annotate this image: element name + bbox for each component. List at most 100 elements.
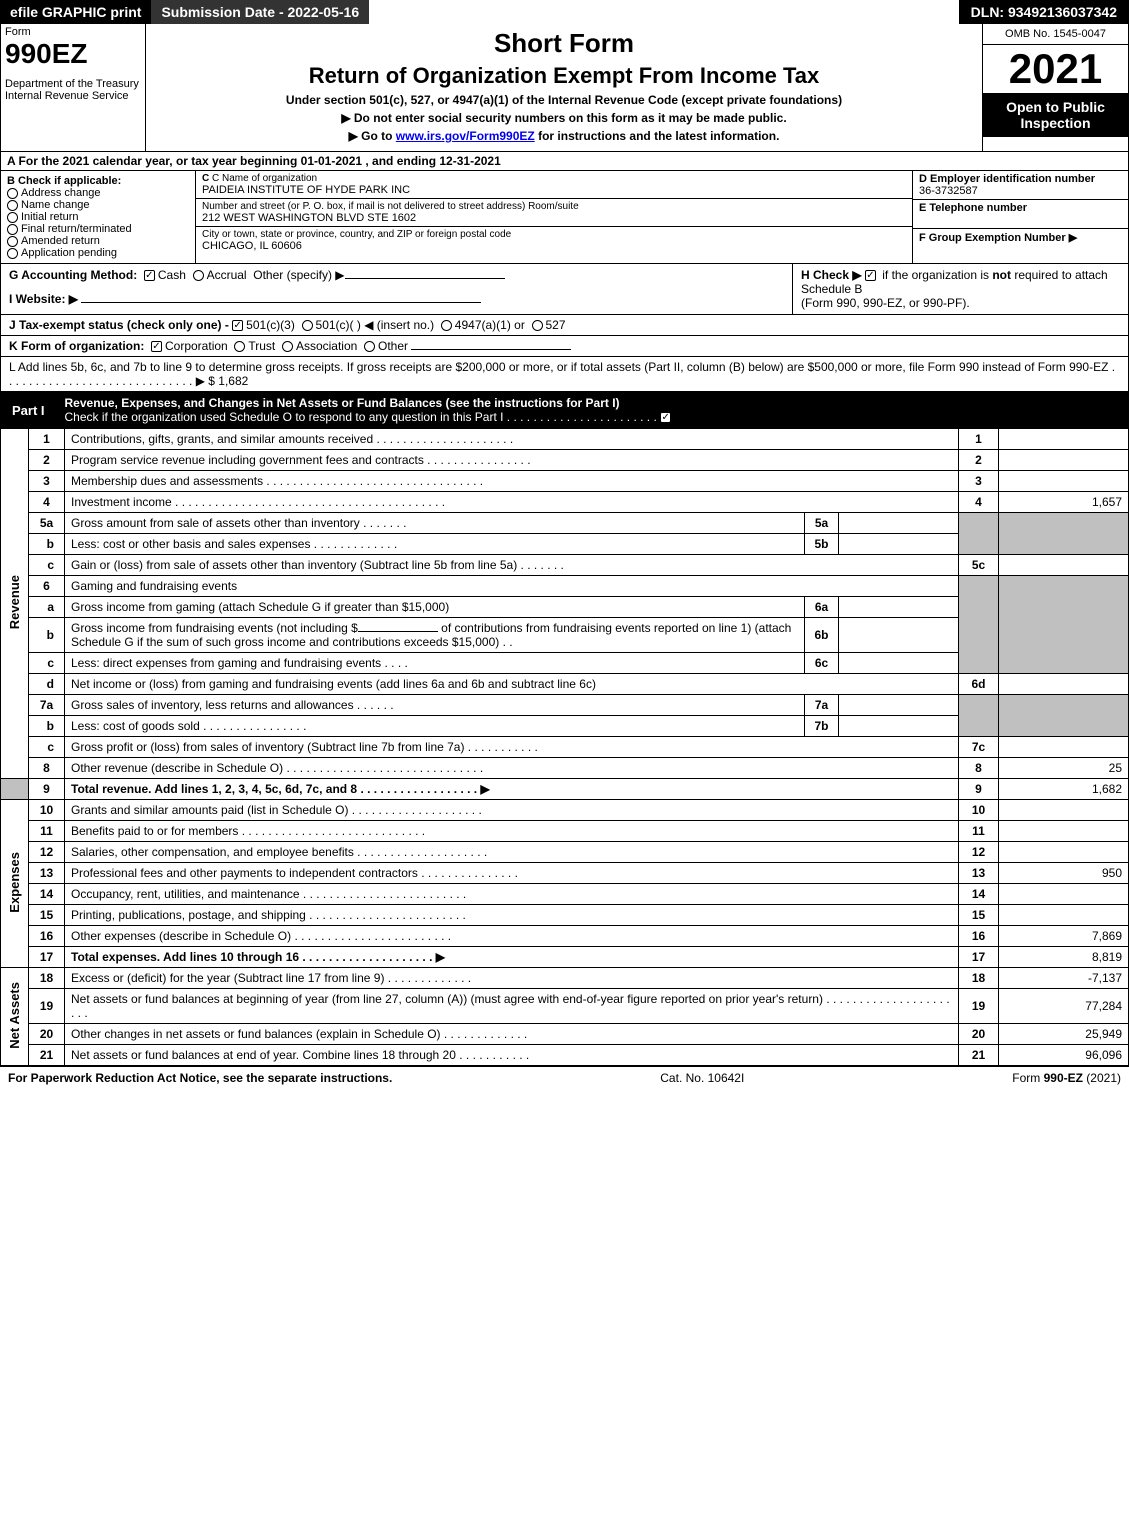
line-17-amt: 8,819 bbox=[999, 947, 1129, 968]
ein-value: 36-3732587 bbox=[919, 185, 1122, 197]
line-6d-desc: Net income or (loss) from gaming and fun… bbox=[65, 674, 959, 695]
checkbox-amended[interactable] bbox=[7, 236, 18, 247]
part1-subtitle: Check if the organization used Schedule … bbox=[65, 410, 657, 424]
line-6c-val bbox=[839, 653, 959, 674]
opt-cash: Cash bbox=[158, 268, 186, 282]
dept-irs: Internal Revenue Service bbox=[5, 90, 141, 102]
line-8-amt: 25 bbox=[999, 758, 1129, 779]
line-13-amt: 950 bbox=[999, 863, 1129, 884]
line-14-desc: Occupancy, rent, utilities, and maintena… bbox=[65, 884, 959, 905]
footer-mid: Cat. No. 10642I bbox=[660, 1071, 744, 1085]
C-label: C Name of organization bbox=[212, 173, 317, 184]
I-label: I Website: ▶ bbox=[9, 292, 78, 306]
line-18-desc: Excess or (deficit) for the year (Subtra… bbox=[65, 968, 959, 989]
line-2-amt bbox=[999, 450, 1129, 471]
checkbox-corporation[interactable] bbox=[151, 341, 162, 352]
opt-name-change: Name change bbox=[21, 199, 90, 211]
line-20-desc: Other changes in net assets or fund bala… bbox=[65, 1024, 959, 1045]
H-text: H Check ▶ if the organization is not req… bbox=[801, 268, 1108, 310]
checkbox-address-change[interactable] bbox=[7, 188, 18, 199]
line-1-amt bbox=[999, 429, 1129, 450]
checkbox-trust[interactable] bbox=[234, 341, 245, 352]
checkbox-4947[interactable] bbox=[441, 320, 452, 331]
dln: DLN: 93492136037342 bbox=[959, 0, 1129, 24]
expenses-label: Expenses bbox=[1, 800, 29, 968]
line-7a-val bbox=[839, 695, 959, 716]
part1-table: Revenue 1 Contributions, gifts, grants, … bbox=[0, 428, 1129, 1066]
net-assets-label: Net Assets bbox=[1, 968, 29, 1066]
line-6c-desc: Less: direct expenses from gaming and fu… bbox=[65, 653, 805, 674]
D-label: D Employer identification number bbox=[919, 173, 1122, 185]
street-value: 212 WEST WASHINGTON BLVD STE 1602 bbox=[202, 212, 906, 224]
top-bar: efile GRAPHIC print Submission Date - 20… bbox=[0, 0, 1129, 24]
form-number: 990EZ bbox=[5, 38, 141, 70]
line-19-amt: 77,284 bbox=[999, 989, 1129, 1024]
line-7b-desc: Less: cost of goods sold . . . . . . . .… bbox=[65, 716, 805, 737]
line-11-desc: Benefits paid to or for members . . . . … bbox=[65, 821, 959, 842]
line-21-amt: 96,096 bbox=[999, 1045, 1129, 1066]
line-6b-val bbox=[839, 618, 959, 653]
checkbox-other-org[interactable] bbox=[364, 341, 375, 352]
line-7a-desc: Gross sales of inventory, less returns a… bbox=[65, 695, 805, 716]
line-15-amt bbox=[999, 905, 1129, 926]
checkbox-cash[interactable] bbox=[144, 270, 155, 281]
dept-treasury: Department of the Treasury bbox=[5, 78, 141, 90]
line-21-desc: Net assets or fund balances at end of ye… bbox=[65, 1045, 959, 1066]
line-12-amt bbox=[999, 842, 1129, 863]
E-label: E Telephone number bbox=[919, 202, 1122, 214]
checkbox-501c[interactable] bbox=[302, 320, 313, 331]
checkbox-527[interactable] bbox=[532, 320, 543, 331]
line-6a-desc: Gross income from gaming (attach Schedul… bbox=[65, 597, 805, 618]
checkbox-application-pending[interactable] bbox=[7, 248, 18, 259]
opt-amended: Amended return bbox=[21, 235, 100, 247]
line-7c-desc: Gross profit or (loss) from sales of inv… bbox=[65, 737, 959, 758]
line-5b-val bbox=[839, 534, 959, 555]
line-K: K Form of organization: Corporation Trus… bbox=[0, 336, 1129, 357]
line-6d-amt bbox=[999, 674, 1129, 695]
line-3-desc: Membership dues and assessments . . . . … bbox=[65, 471, 959, 492]
checkbox-name-change[interactable] bbox=[7, 200, 18, 211]
submission-date: Submission Date - 2022-05-16 bbox=[151, 0, 369, 24]
line-19-desc: Net assets or fund balances at beginning… bbox=[65, 989, 959, 1024]
checkbox-association[interactable] bbox=[282, 341, 293, 352]
section-GHI: G Accounting Method: Cash Accrual Other … bbox=[0, 264, 1129, 315]
efile-print: efile GRAPHIC print bbox=[0, 0, 151, 24]
city-value: CHICAGO, IL 60606 bbox=[202, 240, 906, 252]
street-label: Number and street (or P. O. box, if mail… bbox=[202, 201, 906, 212]
line-5c-desc: Gain or (loss) from sale of assets other… bbox=[65, 555, 959, 576]
checkbox-initial-return[interactable] bbox=[7, 212, 18, 223]
line-6-desc: Gaming and fundraising events bbox=[65, 576, 959, 597]
G-label: G Accounting Method: bbox=[9, 268, 137, 282]
line-2-desc: Program service revenue including govern… bbox=[65, 450, 959, 471]
footer-left: For Paperwork Reduction Act Notice, see … bbox=[8, 1071, 392, 1085]
irs-link[interactable]: www.irs.gov/Form990EZ bbox=[396, 129, 535, 143]
opt-address-change: Address change bbox=[21, 187, 101, 199]
line-7b-val bbox=[839, 716, 959, 737]
subtitle: Under section 501(c), 527, or 4947(a)(1)… bbox=[150, 93, 978, 107]
line-3-amt bbox=[999, 471, 1129, 492]
line-10-desc: Grants and similar amounts paid (list in… bbox=[65, 800, 959, 821]
checkbox-H[interactable] bbox=[865, 270, 876, 281]
checkbox-accrual[interactable] bbox=[193, 270, 204, 281]
line-5c-amt bbox=[999, 555, 1129, 576]
line-10-amt bbox=[999, 800, 1129, 821]
section-B: B Check if applicable: Address change Na… bbox=[0, 171, 1129, 264]
B-label: B Check if applicable: bbox=[7, 175, 189, 187]
tax-year: 2021 bbox=[983, 45, 1128, 93]
city-label: City or town, state or province, country… bbox=[202, 229, 906, 240]
line-20-amt: 25,949 bbox=[999, 1024, 1129, 1045]
line-A: A For the 2021 calendar year, or tax yea… bbox=[0, 152, 1129, 171]
line-1-desc: Contributions, gifts, grants, and simila… bbox=[65, 429, 959, 450]
footer-right: Form 990-EZ (2021) bbox=[1012, 1071, 1121, 1085]
line-12-desc: Salaries, other compensation, and employ… bbox=[65, 842, 959, 863]
line-16-desc: Other expenses (describe in Schedule O) … bbox=[65, 926, 959, 947]
checkbox-final-return[interactable] bbox=[7, 224, 18, 235]
checkbox-schedule-o[interactable] bbox=[660, 412, 671, 423]
line-4-amt: 1,657 bbox=[999, 492, 1129, 513]
checkbox-501c3[interactable] bbox=[232, 320, 243, 331]
note-ssn: ▶ Do not enter social security numbers o… bbox=[150, 111, 978, 125]
opt-final-return: Final return/terminated bbox=[21, 223, 132, 235]
opt-application-pending: Application pending bbox=[21, 247, 117, 259]
revenue-label: Revenue bbox=[1, 429, 29, 779]
line-L: L Add lines 5b, 6c, and 7b to line 9 to … bbox=[0, 357, 1129, 392]
